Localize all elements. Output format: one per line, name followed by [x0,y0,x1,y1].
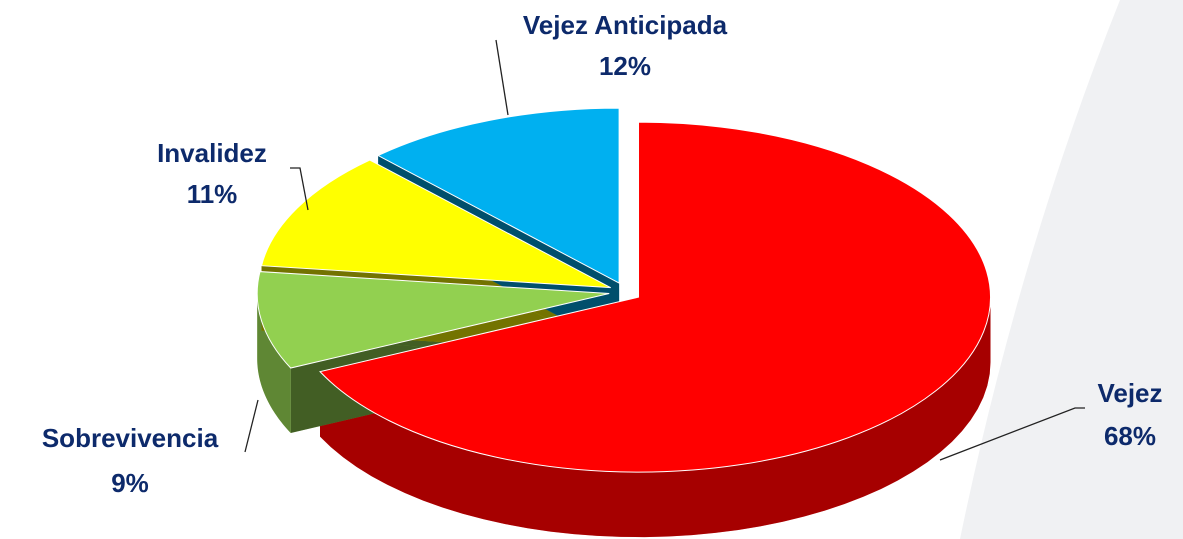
slice [319,121,991,473]
label: Sobrevivencia 9% [42,423,219,498]
category-label: Vejez Anticipada [523,10,728,40]
category-label: Invalidez [157,138,267,168]
label: Invalidez 11% [157,138,267,209]
leader-line [495,39,509,116]
leader-line [939,407,1085,461]
category-label: Vejez [1097,378,1162,408]
slice-edge-shade [320,297,991,538]
slice-edge [257,293,291,434]
slice [256,271,610,369]
slice [377,107,620,284]
leader-line [244,399,259,453]
value-label: 68% [1104,421,1156,451]
leader-line [290,167,309,211]
tops [256,107,991,473]
value-label: 9% [111,468,149,498]
slice [260,159,611,289]
value-label: 11% [187,179,238,209]
slice-edge-shade [257,293,291,434]
value-label: 12% [599,51,651,81]
slice-edge [320,297,991,538]
label: Vejez 68% [1097,378,1162,451]
pie [256,107,991,538]
background-shape [960,0,1183,539]
label: Vejez Anticipada 12% [523,10,728,81]
category-label: Sobrevivencia [42,423,219,453]
